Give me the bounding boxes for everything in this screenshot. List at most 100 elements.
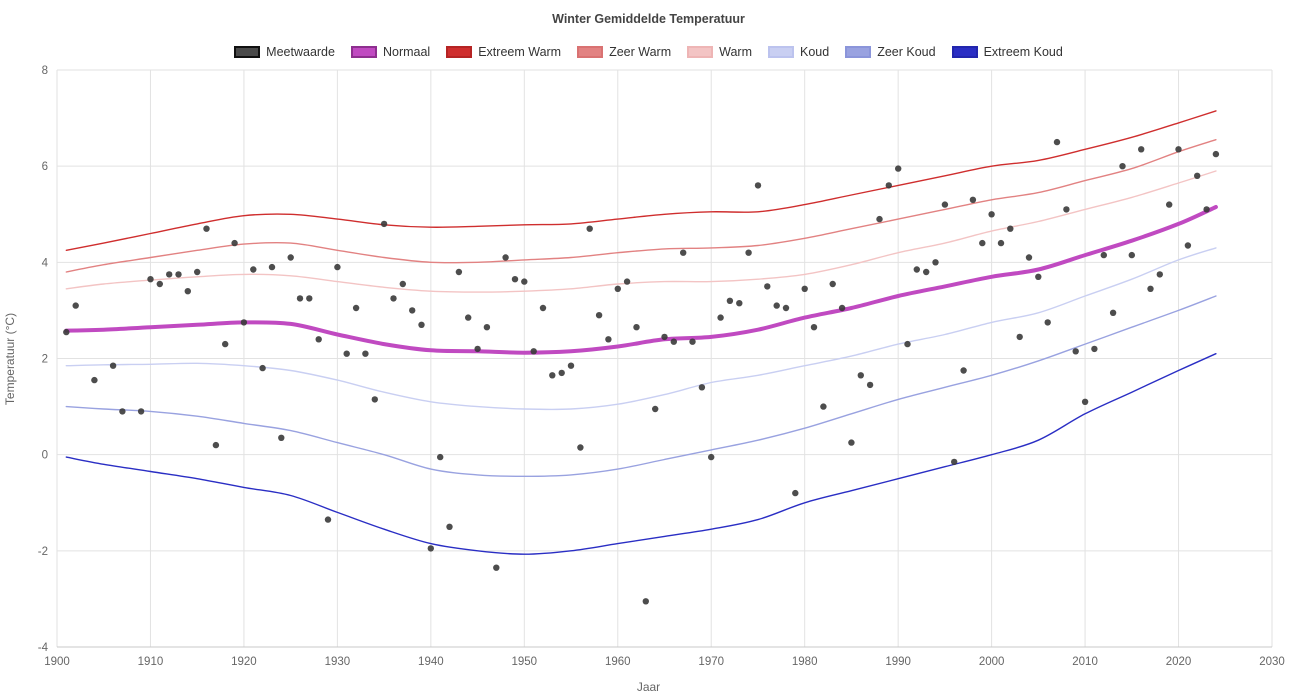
x-tick-label: 1960	[605, 656, 631, 668]
data-point	[455, 268, 463, 276]
data-point	[1053, 138, 1061, 146]
data-point	[63, 328, 70, 336]
data-point	[717, 314, 724, 321]
data-point	[577, 444, 584, 451]
data-point	[549, 372, 556, 379]
axis-tick-labels: 1900 1910 1920 1930 1940 1950 1960 1970 1980 1990…	[38, 65, 1285, 668]
legend-label: Extreem Koud	[983, 45, 1063, 59]
legend-swatch	[845, 46, 872, 58]
y-tick-label: 2	[42, 354, 48, 366]
data-point	[91, 376, 98, 384]
data-point	[1138, 146, 1145, 153]
data-point	[418, 321, 425, 328]
series-line-extreem-warm	[65, 110, 1217, 251]
data-point	[623, 278, 631, 285]
data-point	[380, 220, 388, 228]
data-point	[614, 285, 621, 292]
x-tick-label: 2010	[1072, 656, 1098, 668]
y-tick-label: 8	[42, 65, 48, 77]
data-point	[605, 336, 612, 343]
data-point	[409, 307, 416, 314]
data-point	[296, 295, 304, 302]
data-point	[212, 441, 220, 449]
legend-swatch	[687, 46, 714, 58]
data-point	[857, 372, 864, 379]
data-point	[1203, 206, 1210, 213]
data-point	[848, 439, 855, 446]
data-point	[250, 266, 257, 273]
data-point	[306, 295, 313, 302]
legend-label: Koud	[800, 45, 830, 59]
legend-item-zeer-koud[interactable]: Zeer Koud	[845, 45, 936, 59]
legend-label: Extreem Warm	[478, 45, 562, 59]
data-point	[1025, 254, 1033, 261]
data-point	[1007, 225, 1014, 232]
series-line-extreem-koud	[65, 353, 1217, 555]
data-point	[268, 263, 276, 271]
x-tick-label: 1990	[885, 656, 911, 668]
data-point	[399, 280, 406, 288]
data-point	[530, 348, 537, 355]
data-point	[539, 304, 547, 312]
y-tick-label: 4	[42, 257, 49, 269]
data-point	[184, 288, 191, 295]
x-tick-label: 1900	[44, 656, 70, 668]
data-point	[792, 489, 799, 497]
data-point	[1081, 398, 1089, 405]
legend-item-extreem-koud[interactable]: Extreem Koud	[951, 45, 1063, 59]
data-point	[670, 338, 677, 345]
data-point	[895, 165, 902, 172]
data-point	[661, 333, 668, 341]
data-point	[997, 239, 1005, 247]
data-point	[876, 215, 883, 223]
data-point	[988, 211, 995, 218]
x-tick-label: 1940	[418, 656, 444, 668]
chart-legend: Meetwaarde Normaal Extreem Warm Zeer Warm Wa…	[0, 45, 1297, 59]
data-point	[932, 259, 939, 266]
series-line-zeer-warm	[65, 139, 1217, 273]
data-point	[904, 340, 911, 348]
data-point	[820, 403, 827, 410]
scatter-points	[63, 138, 1220, 605]
legend-swatch	[577, 46, 604, 58]
data-point	[979, 239, 986, 247]
data-point	[1128, 251, 1136, 259]
legend-item-meetwaarde[interactable]: Meetwaarde	[234, 45, 335, 59]
y-tick-label: -4	[38, 642, 49, 654]
data-point	[147, 276, 154, 283]
data-point	[203, 225, 210, 232]
x-tick-label: 1920	[231, 656, 257, 668]
data-point	[1100, 251, 1108, 259]
data-point	[259, 364, 266, 372]
series-line-warm	[65, 170, 1217, 293]
data-point	[109, 362, 117, 369]
series-line-koud	[65, 247, 1217, 411]
data-point	[1044, 319, 1051, 326]
y-axis-title: Temperatuur (°C)	[3, 312, 17, 406]
data-point	[1194, 172, 1201, 179]
data-point	[474, 345, 481, 353]
data-point	[642, 598, 649, 605]
data-point	[1035, 273, 1042, 280]
legend-item-warm[interactable]: Warm	[687, 45, 752, 59]
data-point	[1212, 150, 1220, 158]
x-tick-label: 2030	[1259, 656, 1285, 668]
legend-item-koud[interactable]: Koud	[768, 45, 829, 59]
legend-item-normaal[interactable]: Normaal	[350, 45, 430, 59]
data-point	[1147, 285, 1154, 292]
x-tick-label: 1980	[792, 656, 818, 668]
x-tick-label: 1910	[138, 656, 164, 668]
gridlines	[56, 69, 1273, 648]
data-point	[567, 362, 575, 369]
legend-item-extreem-warm[interactable]: Extreem Warm	[446, 45, 561, 59]
data-point	[586, 225, 593, 232]
data-point	[923, 268, 930, 276]
data-point	[866, 381, 874, 389]
legend-item-zeer-warm[interactable]: Zeer Warm	[577, 45, 671, 59]
data-point	[390, 295, 397, 302]
data-point	[960, 367, 967, 374]
data-point	[652, 405, 659, 413]
data-point	[1109, 309, 1117, 316]
data-point	[773, 302, 780, 309]
